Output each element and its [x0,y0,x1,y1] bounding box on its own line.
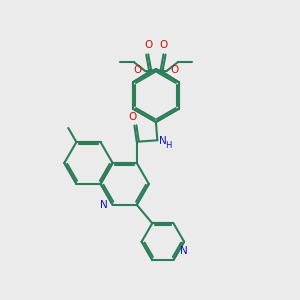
Text: O: O [129,112,137,122]
Text: N: N [180,246,188,256]
Text: O: O [159,40,168,50]
Text: N: N [159,136,167,146]
Text: O: O [170,65,178,76]
Text: H: H [166,141,172,150]
Text: O: O [144,40,152,50]
Text: O: O [133,65,141,76]
Text: N: N [100,200,108,210]
